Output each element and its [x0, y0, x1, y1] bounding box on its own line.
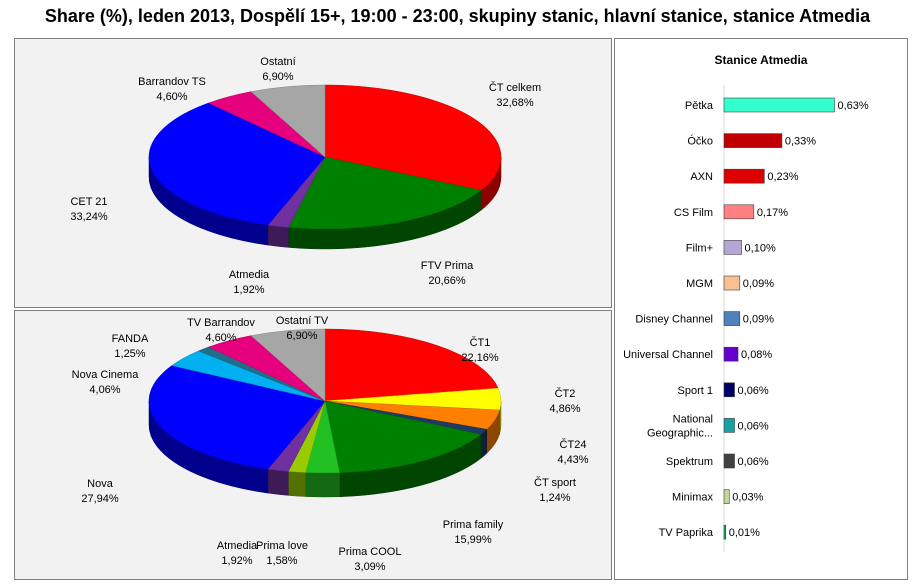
bar-value-axn: 0,23%	[767, 171, 798, 183]
pie-value-ct-sport: 1,24%	[539, 492, 570, 504]
bar-value-national-geographic: 0,06%	[738, 420, 769, 432]
pie-label-ostatni-tv: Ostatní TV	[276, 315, 329, 327]
pie-label-cet-21: CET 21	[70, 196, 107, 208]
bar-category-mgm: MGM	[686, 278, 713, 290]
bar-category-ocko: Óčko	[687, 135, 713, 148]
bar-value-sport-1: 0,06%	[738, 385, 769, 397]
bar-category-axn: AXN	[690, 171, 713, 183]
pie-label-fanda: FANDA	[112, 333, 149, 345]
pie-value-fanda: 1,25%	[114, 348, 145, 360]
pie-label-ct-celkem: ČT celkem	[489, 81, 541, 94]
pie-value-cet-21: 33,24%	[70, 211, 108, 223]
bar-value-universal-channel: 0,08%	[741, 349, 772, 361]
pie-top-svg: ČT celkem 32,68% FTV Prima 20,66% Atmedia 1,9…	[70, 56, 541, 296]
pie-label-tv-barrandov: TV Barrandov	[187, 317, 255, 329]
bar-national-geographic	[723, 418, 735, 433]
pie-side-prima-cool	[305, 472, 340, 498]
pie-bottom-svg: ČT1 22,16% ČT2 4,86% ČT24 4,43% ČT sport 1,24% P…	[72, 315, 589, 573]
bar-category-petka: Pětka	[685, 100, 714, 112]
bar-value-spektrum: 0,06%	[738, 456, 769, 468]
pie-value-nova: 27,94%	[81, 493, 119, 505]
pie-value-prima-family: 15,99%	[454, 534, 492, 546]
pie-slice-ftv-prima	[287, 156, 482, 230]
pie-label-prima-family: Prima family	[443, 519, 504, 531]
pie-label-nova-cinema: Nova Cinema	[72, 369, 140, 381]
pie-side-atmedia	[267, 468, 289, 496]
pie-slice-ct-celkem	[324, 84, 502, 191]
bar-chart-atmedia: Stanice Atmedia Pětka 0,63% Óčko 0,33% AXN 0,2…	[614, 38, 908, 580]
pie-value-ct-celkem: 32,68%	[496, 97, 534, 109]
pie-value-prima-cool: 3,09%	[354, 561, 385, 573]
bar-film	[723, 240, 742, 255]
pie-slice-prima-family	[324, 400, 482, 474]
pie-slice-ostatni-tv	[250, 328, 326, 402]
pie-value-ct24: 4,43%	[557, 454, 588, 466]
pie-label-ct-sport: ČT sport	[534, 476, 576, 489]
bar-value-petka: 0,63%	[837, 100, 868, 112]
pie-label-ct2: ČT2	[555, 387, 576, 400]
bar-minimax	[723, 489, 730, 504]
bar-value-film: 0,10%	[745, 242, 776, 254]
bar-universal-channel	[723, 346, 739, 362]
pie-value-atmedia: 1,92%	[221, 555, 252, 567]
bar-category-cs-film: CS Film	[674, 207, 713, 219]
pie-slice-nova	[148, 365, 326, 470]
bar-category-national-geographic: National Geographic...	[647, 413, 713, 439]
bar-value-tv-paprika: 0,01%	[729, 527, 760, 539]
pie-label-prima-cool: Prima COOL	[339, 546, 402, 558]
pie-chart-main-stations: ČT1 22,16% ČT2 4,86% ČT24 4,43% ČT sport 1,24% P…	[14, 310, 612, 580]
bar-mgm	[723, 275, 741, 291]
bar-chart-title: Stanice Atmedia	[715, 53, 808, 67]
pie-value-ostatni-tv: 6,90%	[286, 330, 317, 342]
bar-spektrum	[723, 453, 735, 469]
pie-side-atmedia	[267, 224, 289, 248]
pie-label-atmedia: Atmedia	[217, 540, 258, 552]
bar-value-cs-film: 0,17%	[757, 207, 788, 219]
chart-title: Share (%), leden 2013, Dospělí 15+, 19:0…	[44, 6, 871, 26]
bar-axn	[723, 168, 765, 184]
bar-right-svg: Stanice Atmedia Pětka 0,63% Óčko 0,33% AXN 0,2…	[623, 53, 869, 553]
pie-label-ct1: ČT1	[470, 336, 491, 349]
pie-slice-ct1	[324, 328, 499, 402]
pie-label-ostatni: Ostatní	[260, 56, 295, 68]
bar-cs-film	[723, 204, 755, 220]
bar-category-universal-channel: Universal Channel	[623, 349, 713, 361]
bar-value-minimax: 0,03%	[732, 492, 763, 504]
bar-category-tv-paprika: TV Paprika	[659, 527, 714, 539]
pie-value-tv-barrandov: 4,60%	[205, 332, 236, 344]
bar-value-mgm: 0,09%	[743, 278, 774, 290]
pie-side-prima-love	[288, 471, 306, 497]
bar-tv-paprika	[723, 524, 727, 540]
bar-value-ocko: 0,33%	[785, 136, 816, 148]
bar-category-sport-1: Sport 1	[678, 385, 713, 397]
pie-label-ftv-prima: FTV Prima	[421, 260, 474, 272]
bar-category-minimax: Minimax	[672, 492, 713, 504]
pie-label-nova: Nova	[87, 478, 114, 490]
pie-label-atmedia: Atmedia	[229, 269, 270, 281]
bar-ocko	[723, 133, 783, 148]
pie-value-barrandov-ts: 4,60%	[156, 91, 187, 103]
pie-value-ct1: 22,16%	[461, 352, 499, 364]
pie-value-ostatni: 6,90%	[262, 71, 293, 83]
pie-value-ftv-prima: 20,66%	[428, 275, 466, 287]
pie-chart-station-groups: ČT celkem 32,68% FTV Prima 20,66% Atmedia 1,9…	[14, 38, 612, 308]
bar-category-spektrum: Spektrum	[666, 456, 713, 468]
bar-category-disney-channel: Disney Channel	[635, 314, 713, 326]
bar-sport-1	[723, 382, 735, 398]
pie-slice-ostatni	[250, 84, 326, 158]
pie-label-barrandov-ts: Barrandov TS	[138, 76, 206, 88]
bar-disney-channel	[723, 311, 741, 326]
bar-value-disney-channel: 0,09%	[743, 314, 774, 326]
pie-value-prima-love: 1,58%	[266, 555, 297, 567]
bar-category-film: Film+	[686, 242, 713, 254]
pie-label-ct24: ČT24	[560, 438, 587, 451]
pie-label-prima-love: Prima love	[256, 540, 308, 552]
pie-value-nova-cinema: 4,06%	[89, 384, 120, 396]
pie-value-atmedia: 1,92%	[233, 284, 264, 296]
pie-value-ct2: 4,86%	[549, 403, 580, 415]
pie-slice-cet-21	[148, 102, 326, 226]
bar-petka	[723, 97, 835, 113]
